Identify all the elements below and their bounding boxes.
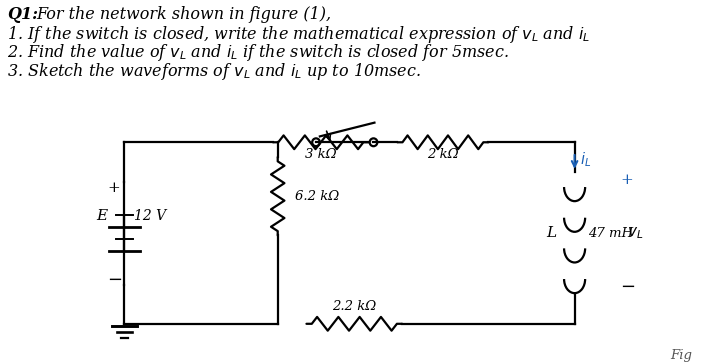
Text: 47 mH: 47 mH xyxy=(588,226,633,240)
Text: +: + xyxy=(621,173,634,187)
Text: L: L xyxy=(546,226,556,240)
Text: 1. If the switch is closed, write the mathematical expression of $v_L$ and $i_L$: 1. If the switch is closed, write the ma… xyxy=(6,24,590,44)
Text: $i_L$: $i_L$ xyxy=(580,150,592,169)
Text: 3 kΩ: 3 kΩ xyxy=(305,148,337,161)
Text: Q1:: Q1: xyxy=(6,6,37,23)
Text: 6.2 kΩ: 6.2 kΩ xyxy=(295,190,339,203)
Text: 2. Find the value of $v_L$ and $i_L$ if the switch is closed for 5msec.: 2. Find the value of $v_L$ and $i_L$ if … xyxy=(6,42,508,63)
Text: −: − xyxy=(107,271,122,289)
Text: 2.2 kΩ: 2.2 kΩ xyxy=(332,300,377,313)
Text: Fig: Fig xyxy=(670,349,693,362)
Text: 3. Sketch the waveforms of $v_L$ and $i_L$ up to 10msec.: 3. Sketch the waveforms of $v_L$ and $i_… xyxy=(6,61,420,82)
Text: $v_L$: $v_L$ xyxy=(627,225,644,241)
Text: 12 V: 12 V xyxy=(134,209,166,223)
Text: E: E xyxy=(96,209,107,223)
Text: 2 kΩ: 2 kΩ xyxy=(427,148,459,161)
Text: −: − xyxy=(621,277,636,296)
Text: +: + xyxy=(107,181,120,195)
Text: For the network shown in figure (1),: For the network shown in figure (1), xyxy=(37,6,331,23)
